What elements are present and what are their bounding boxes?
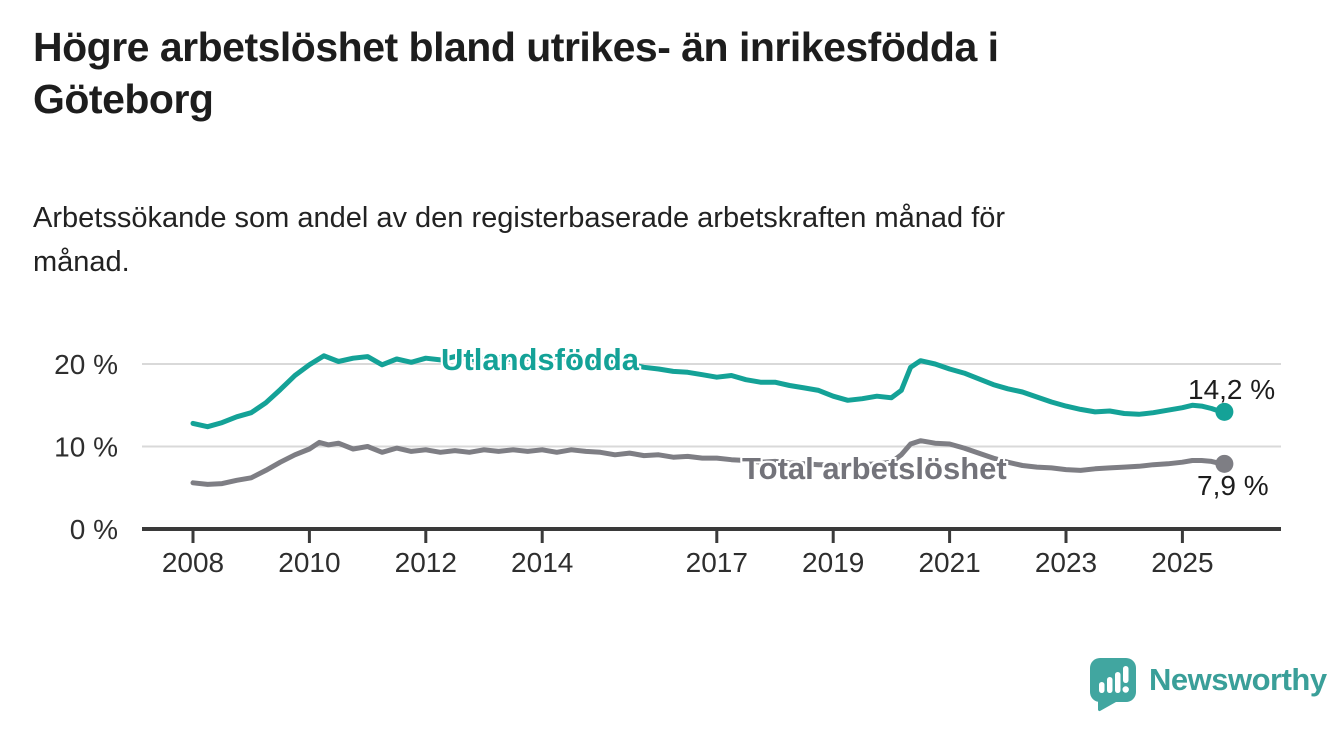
x-axis-tick-label: 2023 xyxy=(1035,547,1097,578)
x-axis-tick-label: 2008 xyxy=(162,547,224,578)
line-chart: 0 % 10 % 20 % 2008 2010 2012 2014 2017 2019 2021 2… xyxy=(0,318,1340,618)
x-axis-tick-label: 2019 xyxy=(802,547,864,578)
series-end-dot-total-arbetsl-shet xyxy=(1215,454,1234,473)
series-end-dot-utlandsf-dda xyxy=(1215,402,1234,421)
series-line-total-arbetsl-shet xyxy=(190,438,1224,487)
x-axis-tick-label: 2012 xyxy=(395,547,457,578)
series-line-utlandsf-dda xyxy=(190,353,1224,430)
x-axis-tick-label: 2025 xyxy=(1151,547,1213,578)
end-value-label-utlandsfodda: 14,2 % xyxy=(1188,374,1276,405)
page-title: Högre arbetslöshet bland utrikes- än inr… xyxy=(33,22,1223,125)
chart-subtitle-line-2: månad. xyxy=(33,245,130,278)
chart-subtitle: Arbetssökande som andel av den registerb… xyxy=(33,197,1253,284)
end-value-label-total: 7,9 % xyxy=(1197,470,1269,501)
newsworthy-logo-text: Newsworthy xyxy=(1149,662,1327,697)
y-axis-tick-label: 20 % xyxy=(54,349,118,380)
series-label-total-arbetsloshet: Total arbetslöshet xyxy=(742,451,1007,486)
newsworthy-icon-svg xyxy=(1090,658,1136,712)
y-axis-tick-label: 10 % xyxy=(54,432,118,463)
x-axis-tick-label: 2017 xyxy=(686,547,748,578)
newsworthy-logo[interactable]: Newsworthy xyxy=(1090,658,1327,717)
y-axis-tick-label: 0 % xyxy=(70,514,118,545)
x-axis-tick-label: 2014 xyxy=(511,547,573,578)
newsworthy-speech-bubble-chart-icon xyxy=(1090,658,1136,717)
page-title-line-2: Göteborg xyxy=(33,75,214,122)
series-label-utlandsfodda: Utlandsfödda xyxy=(441,342,640,377)
page-title-line-1: Högre arbetslöshet bland utrikes- än inr… xyxy=(33,24,999,70)
x-axis-tick-label: 2010 xyxy=(278,547,340,578)
chart-subtitle-line-1: Arbetssökande som andel av den registerb… xyxy=(33,202,1006,234)
line-chart-canvas: 0 % 10 % 20 % 2008 2010 2012 2014 2017 2019 2021 2… xyxy=(54,349,1281,578)
x-axis-tick-label: 2021 xyxy=(918,547,980,578)
